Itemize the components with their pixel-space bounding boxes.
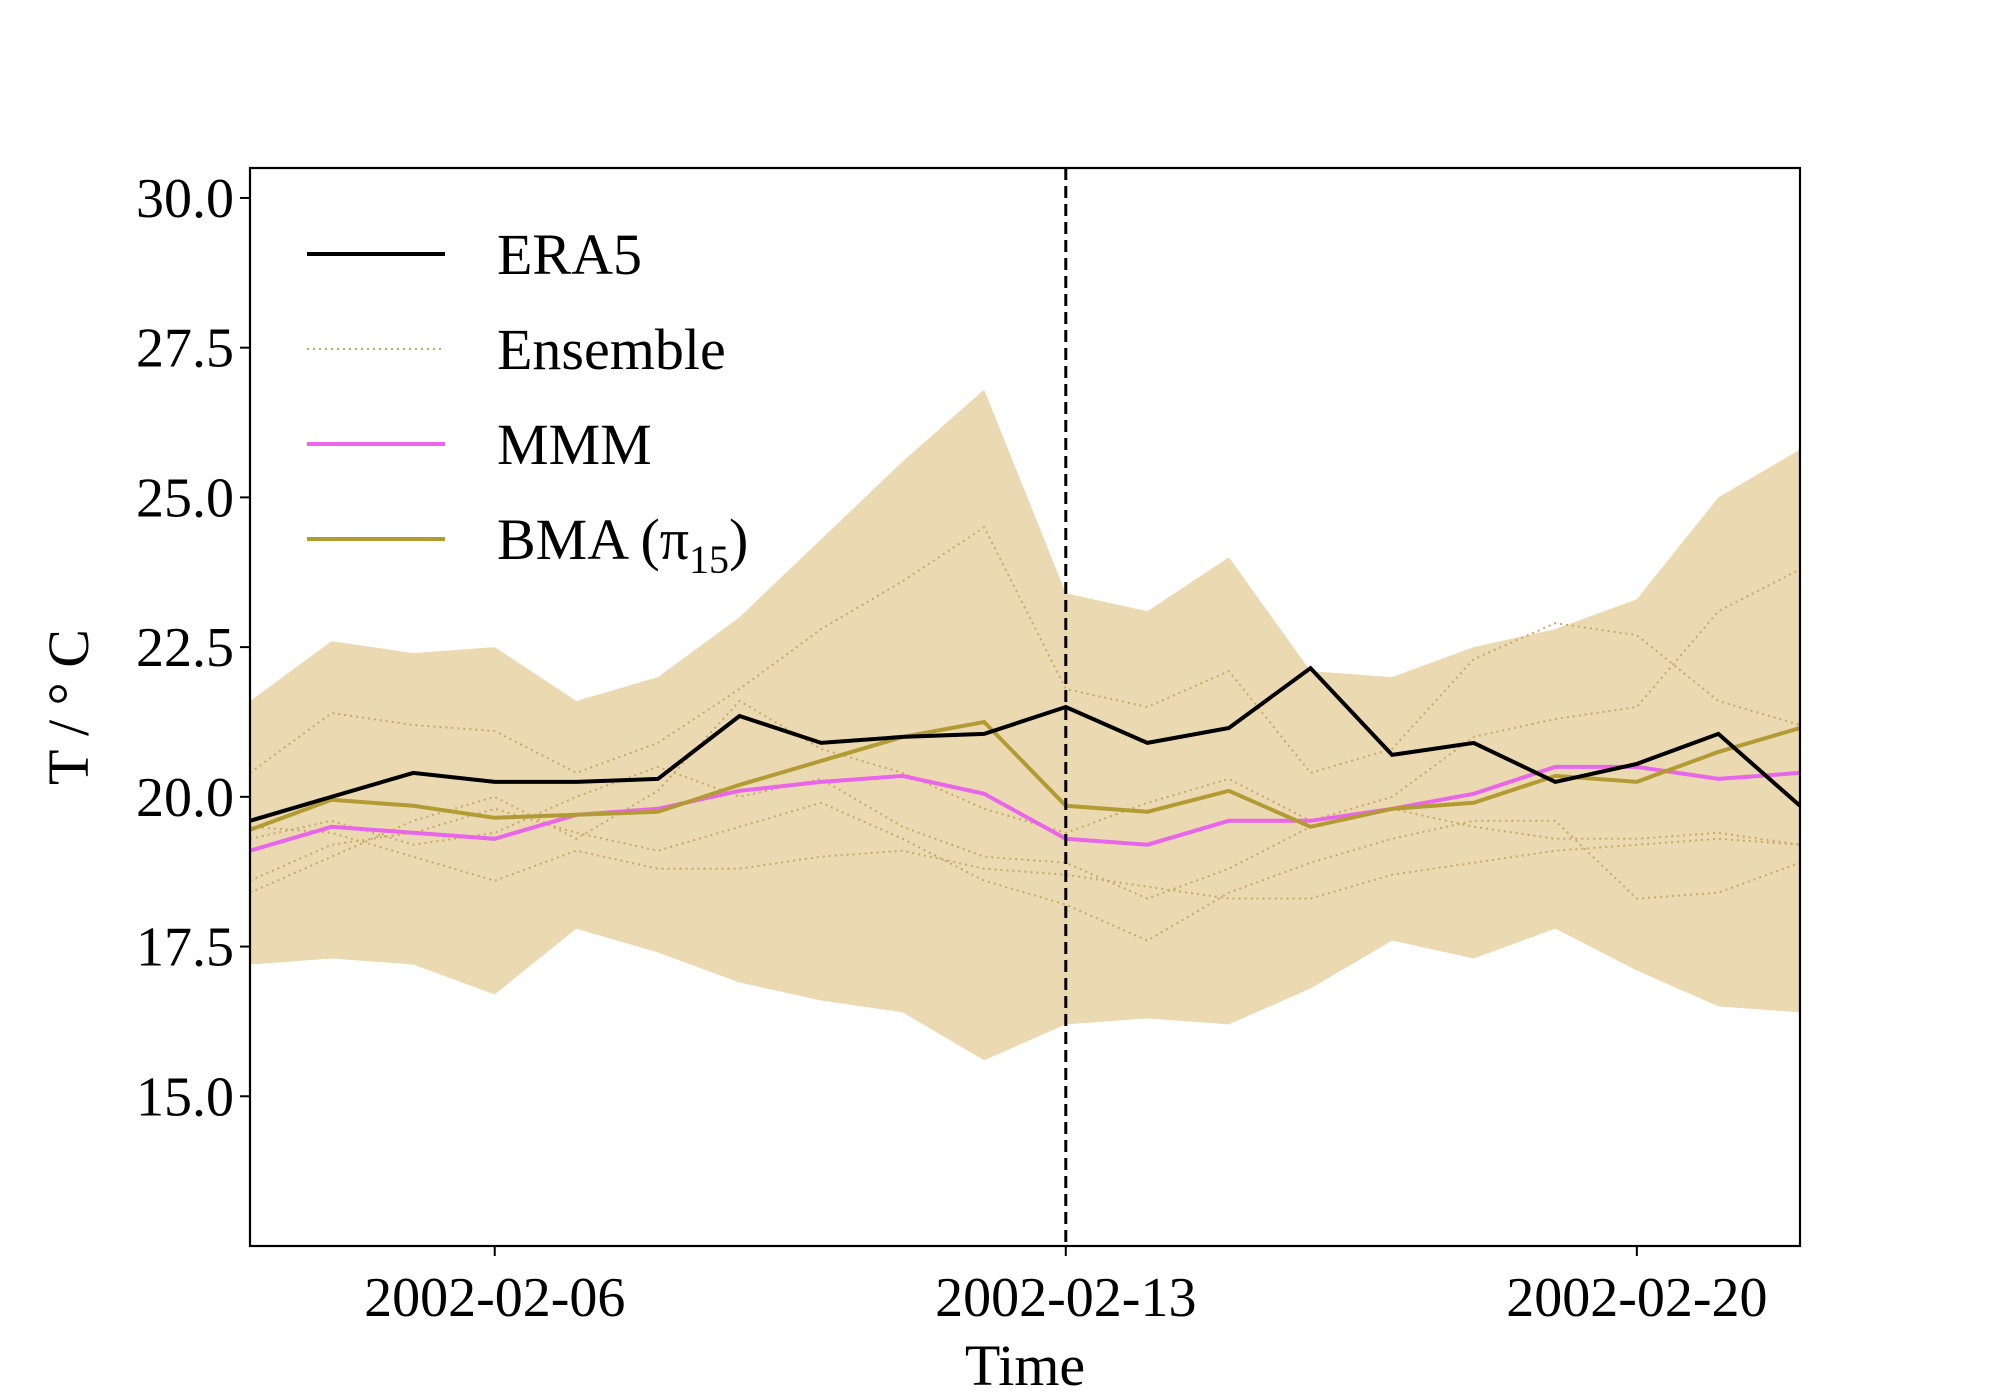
era5-series-line [250, 665, 1800, 823]
series-layer [250, 665, 1800, 853]
ensemble-members-layer [250, 525, 1800, 942]
y-tick-label: 25.0 [136, 467, 234, 529]
ensemble-member-line-5 [250, 825, 1800, 900]
x-tick-label: 2002-02-06 [364, 1267, 625, 1329]
legend-label-2: Ensemble [497, 317, 726, 382]
y-tick-label: 30.0 [136, 168, 234, 230]
y-axis-label: T / ° C [36, 629, 101, 785]
bma-series-line [250, 719, 1800, 832]
ensemble-member-line-4 [250, 801, 1800, 942]
legend: ERA5 Ensemble MMM BMA (π15) [307, 222, 748, 582]
ensemble-member-line-3 [250, 765, 1800, 900]
legend-subscript: 15 [689, 537, 729, 582]
x-axis-label: Time [965, 1333, 1085, 1398]
y-axis: 15.0 17.5 20.0 22.5 25.0 27.5 30.0 [136, 168, 250, 1128]
y-tick-label: 22.5 [136, 617, 234, 679]
legend-label-1: ERA5 [497, 222, 642, 287]
y-tick-label: 27.5 [136, 318, 234, 380]
legend-label-3: MMM [497, 412, 652, 477]
plot-frame [248, 166, 1802, 1248]
y-tick-label: 15.0 [136, 1066, 234, 1128]
x-tick-label: 2002-02-13 [935, 1267, 1196, 1329]
ensemble-range-band [250, 389, 1800, 1061]
mmm-series-line [250, 764, 1800, 853]
ensemble-band-layer [250, 389, 1800, 1061]
legend-label-4: BMA (π15) [497, 507, 748, 582]
x-axis: 2002-02-06 2002-02-13 2002-02-20 [364, 1246, 1767, 1329]
ensemble-member-line-2 [250, 568, 1800, 894]
y-tick-label: 20.0 [136, 767, 234, 829]
y-tick-label: 17.5 [136, 917, 234, 979]
x-tick-label: 2002-02-20 [1506, 1267, 1767, 1329]
